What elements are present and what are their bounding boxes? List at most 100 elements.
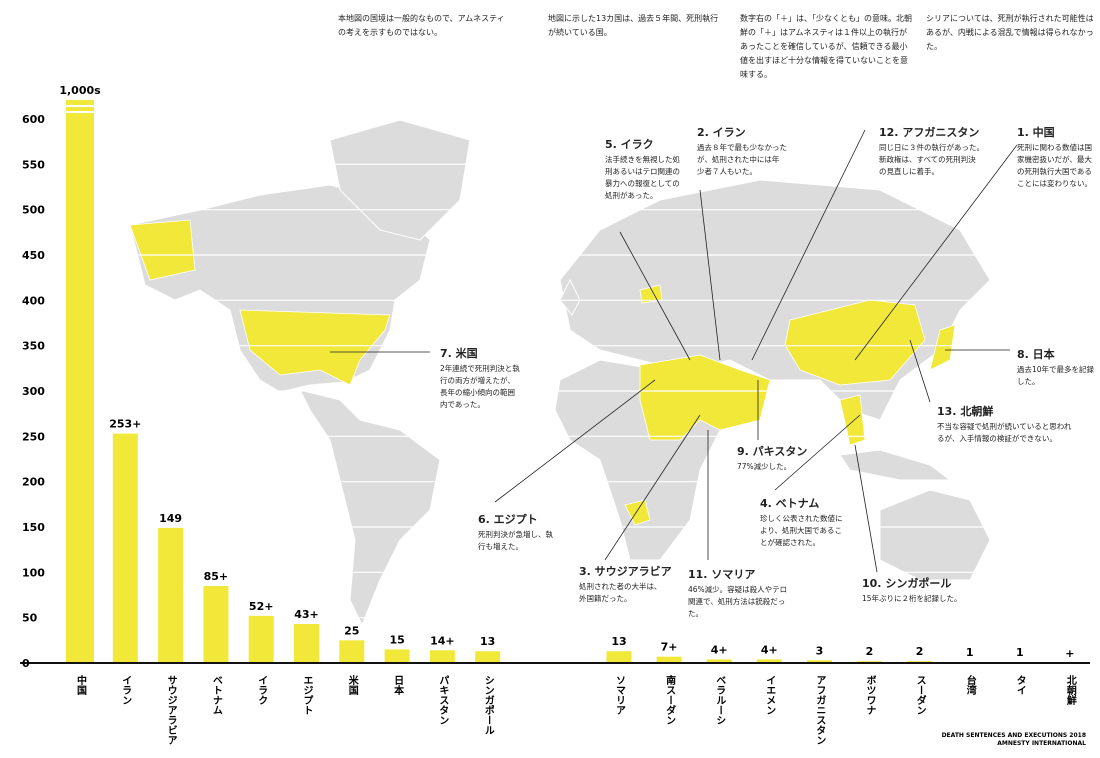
- callout: 12. アフガニスタン同じ日に３件の執行があった。 新政権は、すべての死刑判決 の見…: [879, 124, 984, 178]
- note-line: が続いている国。: [548, 28, 612, 37]
- callout-text: 新政権は、すべての死刑判決: [879, 155, 976, 164]
- bar: [339, 640, 365, 663]
- callout: 1. 中国 死刑に関わる数値は国 家機密扱いだが、最大 の死刑執行大国である ことには変…: [1017, 124, 1092, 190]
- value-label: 43+: [294, 608, 319, 621]
- callout-text: るが、入手情報の検証ができない。: [937, 434, 1057, 443]
- note-line: あるが、内戦による混乱で情報は得られなかっ: [926, 28, 1094, 37]
- callout-title: 10. シンガポール: [862, 577, 952, 590]
- note-line: 味する。: [740, 70, 772, 79]
- callout-title: 13. 北朝鮮: [937, 405, 994, 418]
- x-tick-label: 日本: [392, 675, 404, 696]
- callout-text: 長年の縮小傾向の範囲: [440, 388, 515, 397]
- callout-text: 行も増えた。: [478, 542, 523, 551]
- value-label: 2: [916, 645, 924, 658]
- note-line: の考えを示すものではない。: [338, 28, 442, 37]
- note-line: シリアについては、死刑が執行された可能性は: [926, 14, 1094, 23]
- leader-lines: [330, 129, 1018, 573]
- callout-text: 同じ日に３件の執行があった。: [879, 143, 984, 152]
- x-tick-label: アフガニスタン: [814, 675, 826, 745]
- x-tick-label: ソマリア: [614, 675, 626, 715]
- bar: [66, 100, 94, 664]
- callout-title: 3. サウジアラビア: [579, 565, 672, 578]
- callout: 4. ベトナム 珍しく公表された数値に より、処刑大国であるこ とが確認された。: [760, 495, 843, 549]
- note-line: た。: [926, 42, 942, 51]
- callout-title: 12. アフガニスタン: [879, 126, 980, 139]
- value-label: 14+: [430, 634, 455, 647]
- x-tick-label: 米国: [346, 674, 358, 696]
- bars: [66, 100, 1033, 664]
- value-label: 7+: [661, 641, 678, 654]
- x-tick-label: パキスタン: [437, 675, 449, 725]
- callout: 11. ソマリア 46%減少。容疑は殺人やテロ 関連で、処刑方法は銃殺だっ た。: [688, 566, 787, 620]
- callout-text: 関連で、処刑方法は銃殺だっ: [688, 597, 786, 606]
- callout: 9. パキスタン 77%減少した。: [737, 443, 807, 473]
- value-label: +: [1065, 647, 1074, 660]
- callout-text: 行の両方が増えたが、: [440, 376, 515, 385]
- bar: [384, 649, 410, 663]
- callout: 8. 日本 過去10年で最多を記録 した。: [1017, 346, 1094, 388]
- callout-title: 5. イラク: [605, 138, 654, 151]
- callout-text: 法手続きを無視した処: [605, 155, 680, 164]
- callout-text: の見直しに着手。: [879, 167, 939, 176]
- callout-text: 46%減少。容疑は殺人やテロ: [688, 585, 788, 594]
- x-tick-label: シンガポール: [482, 675, 494, 735]
- callout-text: 死刑判決が急増し、執: [478, 530, 553, 539]
- callout-text: 処刑された者の大半は、: [579, 582, 662, 591]
- callout-text: ことには変わりない。: [1017, 179, 1092, 188]
- bar: [158, 527, 184, 663]
- y-tick-label: 600: [22, 113, 45, 126]
- note-line: 本地図の国境は一般的なもので、アムネスティ: [338, 14, 505, 23]
- x-tick-label: タイ: [1014, 675, 1026, 695]
- callout-title: 4. ベトナム: [760, 497, 820, 510]
- callout-text: 外国籍だった。: [579, 594, 632, 603]
- value-label: 85+: [204, 570, 229, 583]
- callout-text: 死刑に関わる数値は国: [1017, 143, 1092, 152]
- value-label: 52+: [249, 600, 274, 613]
- bar: [112, 433, 138, 663]
- callout-title: 11. ソマリア: [688, 568, 756, 581]
- y-tick-label: 250: [22, 430, 45, 443]
- bar: [294, 624, 319, 663]
- callout-text: 不当な容疑で処刑が続いていると思われ: [937, 422, 1072, 431]
- callout-text: の死刑執行大国である: [1017, 167, 1092, 176]
- callout-title: 1. 中国: [1017, 126, 1055, 139]
- x-tick-label: 台湾: [964, 674, 976, 696]
- x-tick-label: サウジアラビア: [165, 675, 177, 745]
- y-tick-label: 350: [22, 340, 45, 353]
- value-label: 149: [159, 512, 182, 525]
- footer-line: DEATH SENTENCES AND EXECUTIONS 2018: [941, 732, 1086, 739]
- callout-text: とが確認された。: [760, 538, 820, 547]
- callout-text: 少者７人もいた。: [697, 167, 757, 176]
- y-tick-label: 200: [22, 476, 45, 489]
- callout: 2. イラン 過去８年で最も少なかった が、処刑された中には年 少者７人もいた。: [697, 124, 787, 178]
- value-label: 13: [611, 635, 626, 648]
- value-label: 13: [480, 635, 495, 648]
- callout: 5. イラク 法手続きを無視した処 刑あるいはテロ関連の 暴力への報復としての 処刑があ…: [605, 136, 680, 202]
- x-tick-label: 北朝鮮: [1064, 674, 1076, 706]
- value-label: 1,000s: [59, 84, 101, 97]
- x-tick-label: ベトナム: [210, 675, 222, 715]
- callout-text: より、処刑大国であるこ: [760, 526, 842, 535]
- note-line: 値を出すほど十分な情報を得ていないことを意: [740, 56, 908, 65]
- y-tick-label: 450: [22, 249, 45, 262]
- callout-text: 内であった。: [440, 400, 485, 409]
- note: 地図に示した13カ国は、過去５年間、死刑執行 が続いている国。: [548, 12, 718, 40]
- callout: 3. サウジアラビア処刑された者の大半は、 外国籍だった。: [579, 563, 672, 605]
- value-label: 4+: [711, 643, 728, 656]
- note-line: 地図に示した13カ国は、過去５年間、死刑執行: [548, 14, 719, 23]
- callout-text: 15年ぶりに２桁を記録した。: [862, 594, 962, 603]
- note-line: 鮮の「＋」はアムネスティは１件以上の執行が: [740, 28, 907, 37]
- bar: [429, 650, 455, 663]
- note-line: あったことを確信しているが、信頼できる最小: [740, 42, 908, 51]
- value-label: 4+: [761, 643, 778, 656]
- y-tick-label: 300: [22, 385, 45, 398]
- callout-text: 77%減少した。: [737, 462, 792, 471]
- footer-line: AMNESTY INTERNATIONAL: [997, 740, 1086, 747]
- x-tick-label: イラク: [256, 675, 268, 705]
- callout: 7. 米国 2年連続で死刑判決と執 行の両方が増えたが、 長年の縮小傾向の範囲 内であっ…: [440, 345, 520, 411]
- bar: [656, 656, 682, 663]
- callout-text: 2年連続で死刑判決と執: [440, 364, 520, 373]
- x-tick-label: スーダン: [914, 675, 926, 715]
- x-tick-label: ベラルーシ: [714, 675, 726, 725]
